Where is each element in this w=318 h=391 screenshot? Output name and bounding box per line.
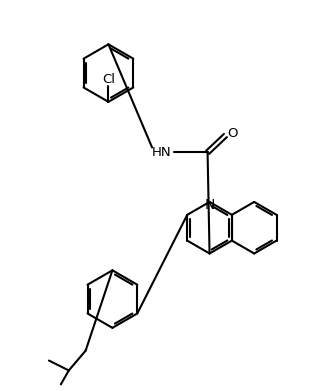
Text: HN: HN [152,146,172,159]
Text: N: N [204,198,215,212]
Text: O: O [227,127,238,140]
Text: Cl: Cl [102,72,115,86]
